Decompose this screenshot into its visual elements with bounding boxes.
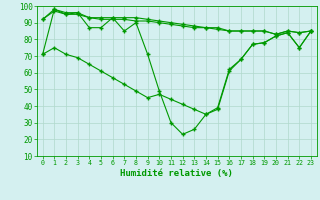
X-axis label: Humidité relative (%): Humidité relative (%) (120, 169, 233, 178)
